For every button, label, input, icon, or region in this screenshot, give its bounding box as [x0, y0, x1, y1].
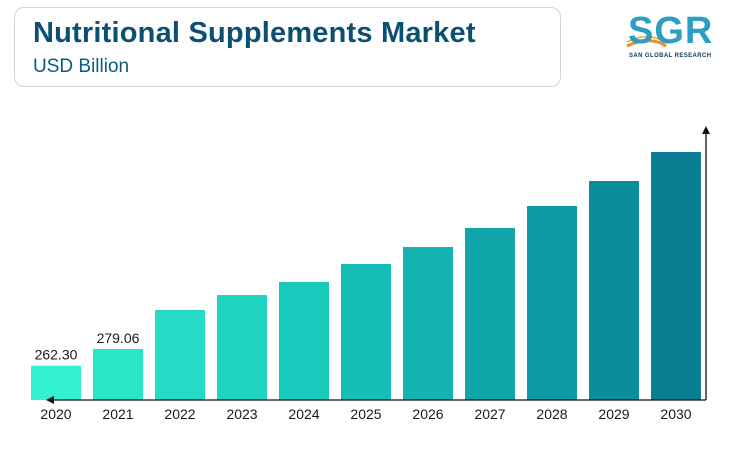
x-tick-2023: 2023: [226, 406, 257, 422]
data-label-2021: 279.06: [97, 330, 140, 346]
bar-2027: [465, 228, 515, 400]
bar-2030: [651, 152, 701, 400]
title-box: Nutritional Supplements Market USD Billi…: [14, 7, 561, 87]
bar-2022: [155, 310, 205, 400]
chart-title: Nutritional Supplements Market: [33, 17, 476, 49]
x-tick-2026: 2026: [412, 406, 443, 422]
bar-2023: [217, 295, 267, 400]
x-tick-2021: 2021: [102, 406, 133, 422]
sgr-logo: SGR SAN GLOBAL RESEARCH: [624, 10, 724, 62]
bars-group: [31, 152, 701, 400]
x-tick-2028: 2028: [536, 406, 567, 422]
x-tick-2020: 2020: [40, 406, 71, 422]
bar-2029: [589, 181, 639, 400]
data-labels: 262.30 279.06: [35, 330, 140, 363]
x-tick-2027: 2027: [474, 406, 505, 422]
bar-2021: [93, 348, 143, 400]
bar-2028: [527, 206, 577, 400]
x-tick-2022: 2022: [164, 406, 195, 422]
logo-text: SGR: [628, 10, 714, 52]
chart-subtitle: USD Billion: [33, 56, 130, 77]
bar-2025: [341, 264, 391, 400]
x-tick-2025: 2025: [350, 406, 381, 422]
logo-swoosh-icon: [626, 36, 667, 48]
bar-2020: [31, 365, 81, 400]
x-axis-arrow-icon: [46, 396, 54, 404]
x-tick-2029: 2029: [598, 406, 629, 422]
y-axis-arrow-icon: [702, 126, 710, 134]
x-tick-2024: 2024: [288, 406, 319, 422]
bar-2026: [403, 247, 453, 400]
bar-2024: [279, 282, 329, 400]
x-tick-labels: 2020 2021 2022 2023 2024 2025 2026 2027 2028 2029…: [40, 406, 691, 422]
logo-tagline: SAN GLOBAL RESEARCH: [629, 53, 712, 59]
x-tick-2030: 2030: [660, 406, 691, 422]
data-label-2020: 262.30: [35, 347, 78, 363]
